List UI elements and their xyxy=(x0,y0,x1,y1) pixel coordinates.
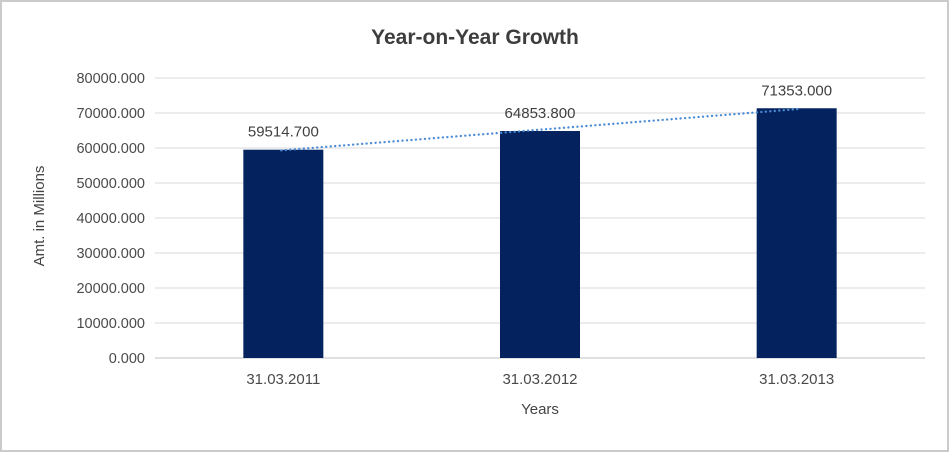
data-labels: 59514.700 64853.800 71353.000 xyxy=(248,82,832,140)
bar xyxy=(243,149,324,358)
x-tick-label: 31.03.2011 xyxy=(246,371,320,388)
bar-value-label: 71353.000 xyxy=(761,82,832,99)
bar xyxy=(756,108,837,359)
y-tick-label: 40000.000 xyxy=(76,211,145,227)
bar xyxy=(500,131,580,358)
bar-value-label: 59514.700 xyxy=(248,124,319,141)
y-tick-label: 20000.000 xyxy=(76,281,145,297)
y-tick-label: 50000.000 xyxy=(76,176,145,192)
y-tick-label: 10000.000 xyxy=(76,316,145,332)
y-tick-label: 70000.000 xyxy=(76,106,145,122)
trendline-dotted xyxy=(280,107,801,152)
chart-title: Year-on-Year Growth xyxy=(371,26,579,49)
y-tick-label: 60000.000 xyxy=(76,141,145,157)
y-tick-label: 30000.000 xyxy=(76,246,145,262)
y-tick-label: 0.000 xyxy=(109,351,145,367)
y-axis-title: Amt. in Millions xyxy=(31,166,48,267)
x-tick-label: 31.03.2012 xyxy=(502,371,577,388)
trendline xyxy=(280,107,801,152)
y-axis-tick-labels: 0.000 10000.000 20000.000 30000.000 40000.00… xyxy=(76,71,145,367)
x-axis-tick-labels: 31.03.2011 31.03.2012 31.03.2013 xyxy=(246,371,834,388)
x-tick-label: 31.03.2013 xyxy=(759,371,834,388)
bars xyxy=(243,108,837,359)
x-axis-title: Years xyxy=(521,401,559,418)
y-tick-label: 80000.000 xyxy=(76,71,145,87)
bar-value-label: 64853.800 xyxy=(505,105,576,122)
